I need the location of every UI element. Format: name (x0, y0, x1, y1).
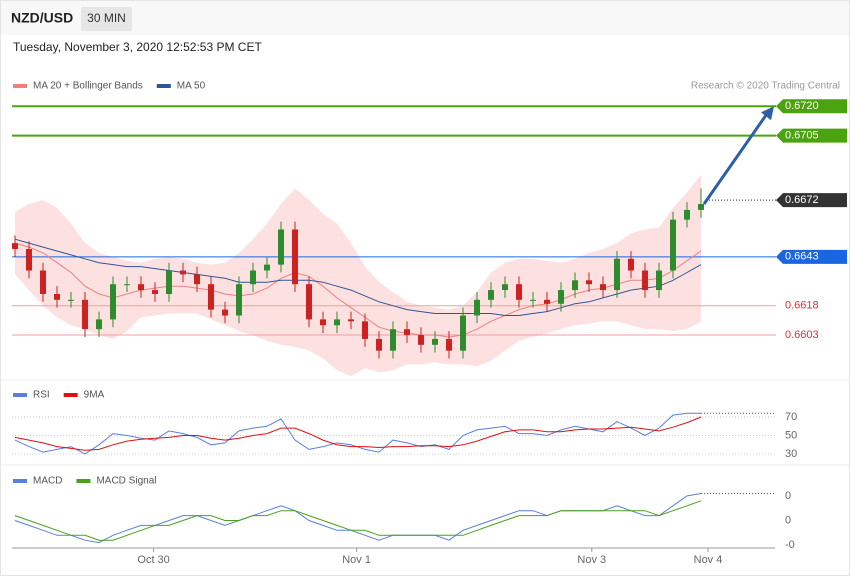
candle-body (320, 319, 326, 326)
y-tick-label: 30 (785, 448, 797, 460)
candle-body (54, 293, 60, 300)
legend-label: 9MA (84, 390, 105, 401)
candle-body (460, 315, 466, 351)
candle-body (138, 284, 144, 291)
forecast-arrowhead (761, 106, 774, 121)
candle-body (166, 270, 172, 294)
candle-body (432, 338, 438, 345)
candle-body (516, 284, 522, 300)
indicator-line (14, 238, 702, 316)
credit: Research © 2020 Trading Central (691, 81, 840, 92)
candle-body (446, 338, 452, 351)
level-label: 0.6618 (785, 300, 819, 312)
indicator-line (14, 242, 702, 338)
candle-body (68, 299, 74, 301)
legend-label: MA 20 + Bollinger Bands (33, 81, 143, 92)
candle-body (586, 280, 592, 285)
candle-body (530, 299, 536, 301)
candle-body (278, 229, 284, 265)
candle-body (390, 329, 396, 351)
bollinger-band (15, 174, 701, 377)
interval[interactable]: 30 MIN (87, 11, 126, 25)
level-tag (776, 249, 847, 264)
legend-swatch (76, 479, 91, 483)
candle-body (684, 209, 690, 220)
candle-body (180, 270, 186, 275)
candle-body (208, 284, 214, 310)
level-label: 0.6705 (785, 130, 819, 142)
candle-body (236, 284, 242, 316)
x-tick-label: Nov 4 (694, 554, 723, 566)
candle-body (488, 290, 494, 300)
candle-body (362, 321, 368, 339)
legend-label: RSI (33, 390, 50, 401)
candle-body (348, 319, 354, 322)
x-tick-label: Nov 3 (577, 554, 606, 566)
forecast-arrow (702, 111, 770, 205)
candle-body (264, 264, 270, 271)
candle-body (110, 284, 116, 320)
candle-body (124, 284, 130, 286)
indicator-line (14, 500, 702, 541)
level-label: 0.6643 (785, 251, 819, 263)
candle-body (306, 284, 312, 320)
legend-label: MACD Signal (96, 476, 156, 487)
x-tick-label: Oct 30 (137, 554, 169, 566)
candle-body (502, 284, 508, 291)
candle-body (152, 290, 158, 294)
candle-body (544, 299, 550, 304)
candle-body (600, 284, 606, 291)
interval-badge[interactable] (81, 7, 132, 31)
legend-label: MA 50 (177, 81, 206, 92)
candle-body (222, 309, 228, 316)
legend-label: MACD (33, 476, 62, 487)
candle-body (40, 270, 46, 294)
candle-body (572, 280, 578, 291)
symbol: NZD/USD (11, 10, 73, 26)
candle-body (292, 229, 298, 285)
candle-body (474, 299, 480, 316)
candle-body (670, 219, 676, 271)
y-tick-label: 70 (785, 411, 797, 423)
candle-body (12, 243, 18, 250)
candle-body (82, 299, 88, 330)
candle-body (698, 204, 704, 210)
level-tag (776, 128, 847, 143)
candle-body (614, 258, 620, 291)
candle-body (642, 270, 648, 291)
legend-swatch (13, 393, 27, 397)
timestamp: Tuesday, November 3, 2020 12:52:53 PM CE… (13, 40, 262, 54)
candle-body (250, 270, 256, 285)
candle-body (194, 274, 200, 285)
candle-body (96, 319, 102, 330)
candle-body (418, 335, 424, 345)
candle-body (628, 258, 634, 271)
candle-body (376, 338, 382, 351)
legend-swatch (13, 479, 27, 483)
indicator-line (14, 416, 702, 451)
x-tick-label: Nov 1 (342, 554, 371, 566)
candle-body (558, 290, 564, 304)
y-tick-label: 0 (785, 514, 791, 526)
candle-body (26, 249, 32, 271)
y-tick-label: 0 (785, 490, 791, 502)
level-tag (776, 99, 847, 114)
header-bar (1, 1, 849, 35)
level-label: 0.6720 (785, 100, 819, 112)
legend-swatch (156, 84, 171, 88)
level-label: 0.6603 (785, 329, 819, 341)
legend-swatch (63, 393, 78, 397)
candle-body (334, 319, 340, 326)
candle-body (656, 270, 662, 291)
y-tick-label: -0 (785, 539, 795, 551)
level-label: 0.6672 (785, 194, 819, 206)
candle-body (404, 329, 410, 336)
legend-swatch (13, 84, 27, 88)
y-tick-label: 50 (785, 429, 797, 441)
level-tag (776, 193, 847, 208)
